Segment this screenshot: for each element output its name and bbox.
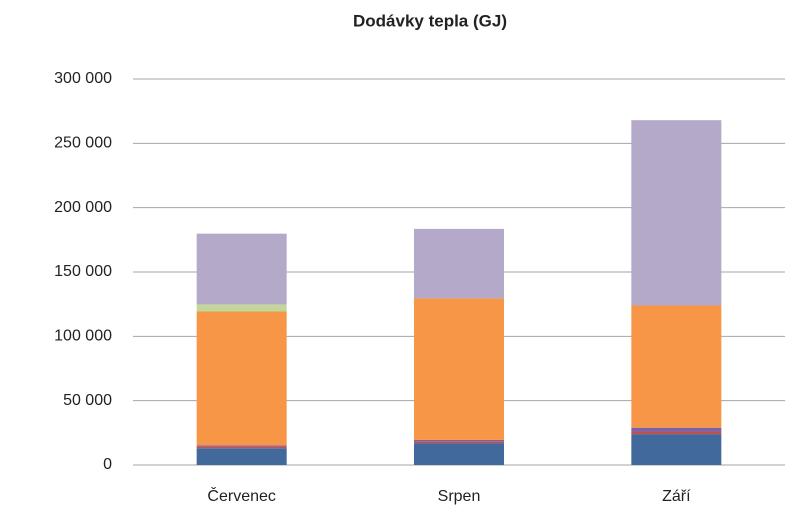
x-tick-label: Červenec xyxy=(207,486,275,505)
y-tick-label: 100 000 xyxy=(54,328,112,345)
y-tick-label: 0 xyxy=(103,456,112,473)
bar-segment xyxy=(196,445,287,447)
bar-segment xyxy=(631,120,722,306)
y-tick-label: 150 000 xyxy=(54,263,112,280)
x-tick-label: Srpen xyxy=(438,488,481,505)
bar-segment xyxy=(631,305,722,428)
bar-segment xyxy=(414,439,504,442)
y-tick-label: 50 000 xyxy=(63,392,112,409)
y-tick-label: 200 000 xyxy=(54,199,112,216)
x-tick-label: Září xyxy=(662,488,691,505)
bar-segment xyxy=(631,427,722,432)
bar-segment xyxy=(196,233,287,305)
bar-segment xyxy=(414,441,504,444)
bar-segment xyxy=(196,446,287,449)
bar-segment xyxy=(414,443,504,465)
chart-title: Dodávky tepla (GJ) xyxy=(353,11,507,30)
y-tick-label: 300 000 xyxy=(54,70,112,87)
bar-segment xyxy=(196,311,287,446)
bar-segment xyxy=(196,448,287,465)
bar-segment xyxy=(414,298,504,440)
bar-segment xyxy=(631,434,722,465)
bar-segment xyxy=(414,228,504,299)
bar-segment xyxy=(631,431,722,435)
y-tick-label: 250 000 xyxy=(54,135,112,152)
bar-segment xyxy=(196,304,287,312)
